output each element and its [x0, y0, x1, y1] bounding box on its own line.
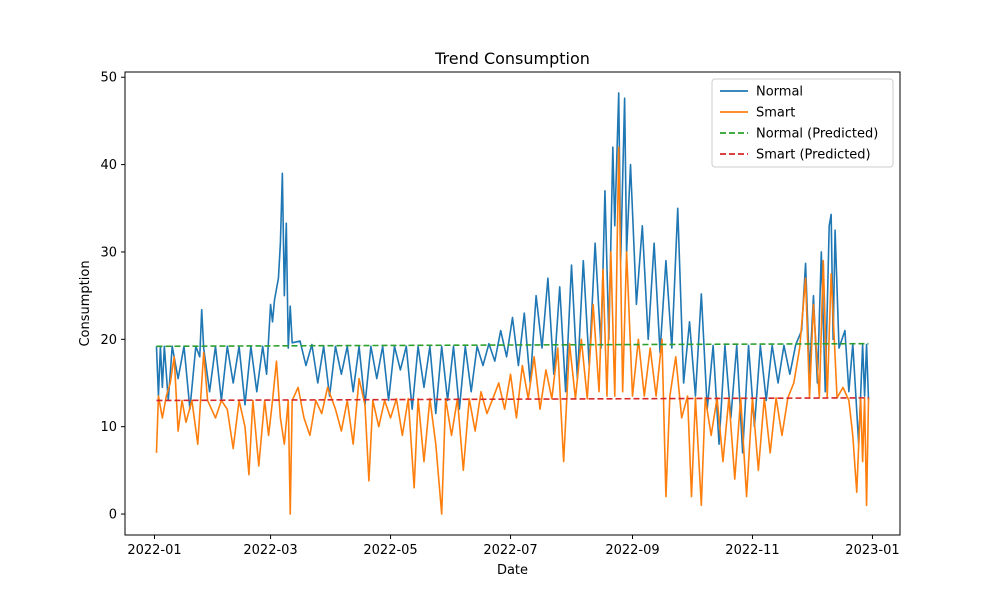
legend-box	[711, 78, 894, 168]
plot-frame	[124, 71, 901, 536]
x-axis-ticks: 2022-01 2022-03 2022-05 2022-07 2022-09 2022-…	[127, 535, 900, 558]
x-tick-label: 2022-05	[363, 543, 417, 558]
series-layer	[155, 92, 870, 515]
legend: Normal Smart Normal (Predicted) Smart (Pred…	[711, 78, 894, 168]
y-tick-label: 0	[109, 508, 117, 523]
x-axis-label: Date	[497, 563, 528, 578]
y-tick-label: 20	[100, 333, 117, 348]
legend-label: Smart (Predicted)	[756, 148, 871, 163]
x-tick-label: 2022-11	[725, 543, 779, 558]
chart-title: Trend Consumption	[434, 49, 590, 68]
series-line-normal	[155, 92, 870, 454]
y-axis-label: Consumption	[78, 260, 93, 346]
y-tick-label: 10	[100, 420, 117, 435]
x-tick-label: 2022-09	[605, 543, 659, 558]
series-line-smart-predicted	[156, 397, 869, 402]
series-line-smart	[155, 146, 870, 515]
legend-label: Normal	[756, 85, 803, 100]
y-tick-label: 50	[100, 71, 117, 86]
x-tick-label: 2022-03	[243, 543, 297, 558]
x-tick-label: 2023-01	[845, 543, 899, 558]
series-line-normal-predicted	[156, 342, 869, 348]
legend-label: Normal (Predicted)	[756, 127, 878, 142]
y-tick-label: 30	[100, 245, 117, 260]
y-axis-ticks: 0 10 20 30 40 50	[100, 71, 125, 523]
legend-label: Smart	[756, 106, 795, 121]
x-tick-label: 2022-01	[127, 543, 181, 558]
x-tick-label: 2022-07	[483, 543, 537, 558]
y-tick-label: 40	[100, 158, 117, 173]
